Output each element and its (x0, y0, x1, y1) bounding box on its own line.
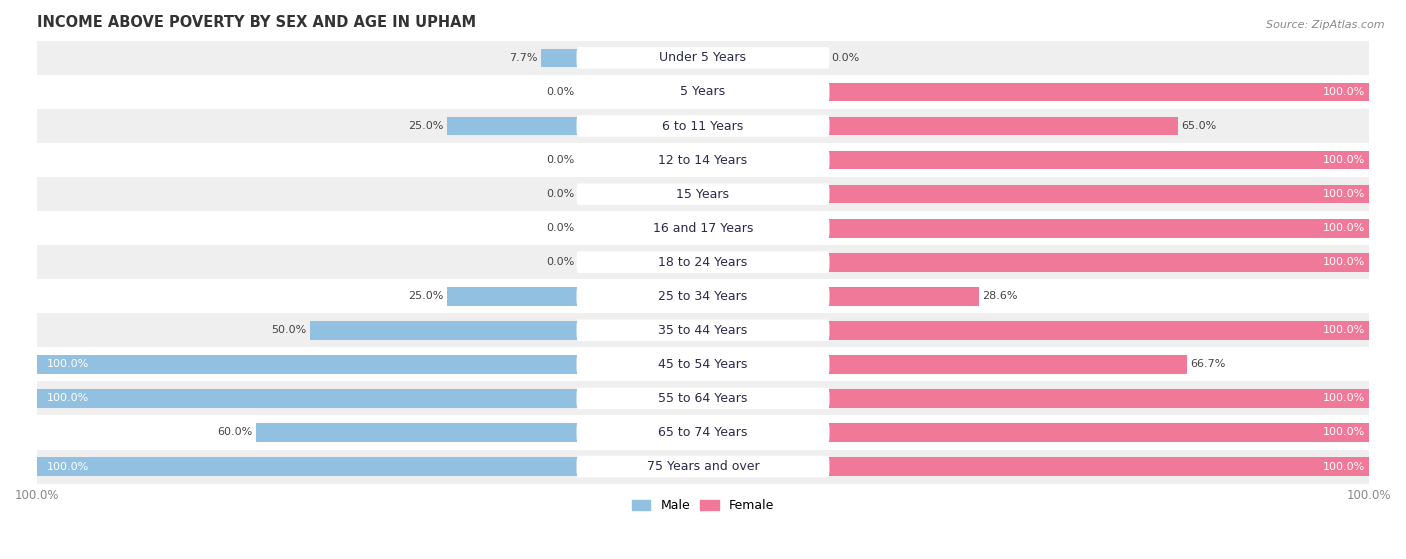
FancyBboxPatch shape (576, 421, 830, 443)
Bar (823, 151, 1369, 169)
FancyBboxPatch shape (576, 81, 830, 103)
Bar (37, 381, 1369, 415)
Bar (37, 245, 1369, 280)
Text: 0.0%: 0.0% (547, 189, 575, 199)
Text: 45 to 54 Years: 45 to 54 Years (658, 358, 748, 371)
FancyBboxPatch shape (576, 388, 830, 409)
FancyBboxPatch shape (576, 320, 830, 341)
Text: 5 Years: 5 Years (681, 86, 725, 98)
FancyBboxPatch shape (576, 354, 830, 375)
Text: 25 to 34 Years: 25 to 34 Years (658, 290, 748, 303)
Text: 66.7%: 66.7% (1191, 359, 1226, 369)
Text: 15 Years: 15 Years (676, 188, 730, 201)
Bar (823, 219, 1369, 238)
Bar (37, 75, 1369, 109)
Bar (578, 83, 583, 101)
Bar (37, 347, 1369, 381)
Bar (823, 457, 1369, 476)
Bar (823, 321, 1369, 340)
FancyBboxPatch shape (576, 286, 830, 307)
Text: 65 to 74 Years: 65 to 74 Years (658, 426, 748, 439)
Bar (823, 355, 1187, 374)
Bar (447, 287, 583, 306)
Text: INCOME ABOVE POVERTY BY SEX AND AGE IN UPHAM: INCOME ABOVE POVERTY BY SEX AND AGE IN U… (37, 15, 477, 30)
FancyBboxPatch shape (576, 183, 830, 205)
Bar (578, 253, 583, 272)
Bar (37, 415, 1369, 449)
Bar (311, 321, 583, 340)
Bar (37, 313, 1369, 347)
Text: 7.7%: 7.7% (509, 53, 538, 63)
FancyBboxPatch shape (576, 115, 830, 137)
Bar (823, 49, 828, 67)
Bar (37, 109, 1369, 143)
Text: 28.6%: 28.6% (983, 291, 1018, 301)
Text: 100.0%: 100.0% (1323, 87, 1365, 97)
Bar (447, 117, 583, 135)
Text: 75 Years and over: 75 Years and over (647, 460, 759, 473)
Text: 0.0%: 0.0% (547, 87, 575, 97)
Text: 0.0%: 0.0% (547, 257, 575, 267)
Text: 100.0%: 100.0% (1323, 189, 1365, 199)
Text: 50.0%: 50.0% (271, 325, 307, 335)
Text: 12 to 14 Years: 12 to 14 Years (658, 154, 748, 167)
Bar (578, 151, 583, 169)
Bar (541, 49, 583, 67)
Text: 100.0%: 100.0% (1323, 155, 1365, 165)
Text: 25.0%: 25.0% (408, 291, 443, 301)
FancyBboxPatch shape (576, 217, 830, 239)
Bar (37, 41, 1369, 75)
Text: 100.0%: 100.0% (1323, 325, 1365, 335)
Legend: Male, Female: Male, Female (627, 494, 779, 517)
FancyBboxPatch shape (576, 47, 830, 69)
Text: 100.0%: 100.0% (1323, 462, 1365, 472)
Text: 0.0%: 0.0% (547, 155, 575, 165)
Bar (823, 423, 1369, 442)
Text: 100.0%: 100.0% (1323, 223, 1365, 233)
FancyBboxPatch shape (576, 149, 830, 171)
Bar (37, 457, 583, 476)
Text: 0.0%: 0.0% (547, 223, 575, 233)
Bar (37, 211, 1369, 245)
Bar (37, 143, 1369, 177)
Text: 100.0%: 100.0% (1323, 428, 1365, 438)
Bar (823, 389, 1369, 408)
FancyBboxPatch shape (576, 456, 830, 477)
Text: 60.0%: 60.0% (217, 428, 252, 438)
Bar (823, 185, 1369, 203)
Bar (823, 117, 1178, 135)
FancyBboxPatch shape (576, 252, 830, 273)
Text: 100.0%: 100.0% (48, 359, 90, 369)
Bar (823, 253, 1369, 272)
Bar (256, 423, 583, 442)
Text: 6 to 11 Years: 6 to 11 Years (662, 120, 744, 132)
Text: Source: ZipAtlas.com: Source: ZipAtlas.com (1267, 20, 1385, 30)
Bar (37, 177, 1369, 211)
Bar (37, 280, 1369, 313)
Bar (37, 389, 583, 408)
Text: 16 and 17 Years: 16 and 17 Years (652, 222, 754, 235)
Text: 100.0%: 100.0% (48, 462, 90, 472)
Text: 100.0%: 100.0% (48, 394, 90, 404)
Text: 25.0%: 25.0% (408, 121, 443, 131)
Text: 100.0%: 100.0% (1323, 394, 1365, 404)
Text: 65.0%: 65.0% (1181, 121, 1216, 131)
Bar (37, 449, 1369, 484)
Text: 35 to 44 Years: 35 to 44 Years (658, 324, 748, 337)
Bar (823, 83, 1369, 101)
Bar (578, 219, 583, 238)
Text: 18 to 24 Years: 18 to 24 Years (658, 255, 748, 269)
Bar (578, 185, 583, 203)
Bar (37, 355, 583, 374)
Text: Under 5 Years: Under 5 Years (659, 51, 747, 64)
Bar (823, 287, 979, 306)
Text: 0.0%: 0.0% (831, 53, 859, 63)
Text: 100.0%: 100.0% (1323, 257, 1365, 267)
Text: 55 to 64 Years: 55 to 64 Years (658, 392, 748, 405)
